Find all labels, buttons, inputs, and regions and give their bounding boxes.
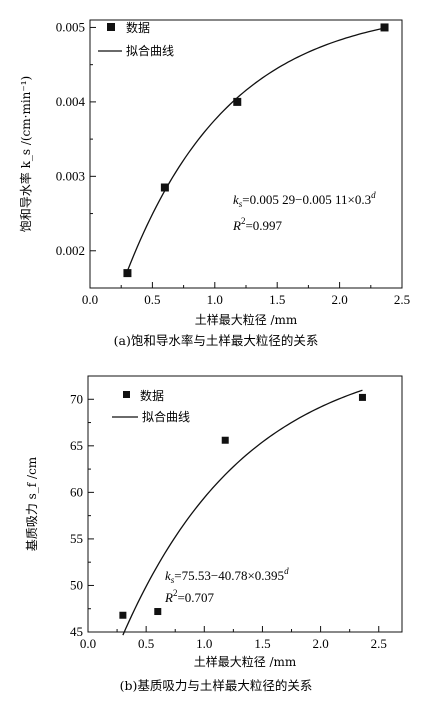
data-points-a <box>123 23 389 278</box>
chart-a: 0.0 0.5 1.0 1.5 2.0 2.5 0.0020.0030.0040.005 … <box>18 19 410 348</box>
y-tick-label: 45 <box>70 624 83 639</box>
y-tick-label: 0.004 <box>56 94 86 109</box>
caption-b: (b)基质吸力与土样最大粒径的关系 <box>120 678 313 693</box>
x-ticks-b: 0.0 0.5 1.0 1.5 2.0 2.5 <box>80 626 387 651</box>
x-tick-label: 2.5 <box>394 292 410 307</box>
y-tick-label: 55 <box>70 531 83 546</box>
x-axis-label-b: 土样最大粒径 /mm <box>194 654 297 669</box>
x-tick-label: 0.5 <box>138 636 154 651</box>
y-tick-label: 0.003 <box>56 168 85 183</box>
y-axis-label-a: 饱和导水率 k_s /(cm·min⁻¹) <box>18 76 33 232</box>
data-point <box>233 97 242 106</box>
data-points-b <box>119 393 366 619</box>
y-ticks-a: 0.002 0.003 0.004 0.005 <box>56 19 96 289</box>
plot-frame-b <box>87 375 403 633</box>
legend-marker-points-a <box>107 23 115 31</box>
equation-a: ks=0.005 29−0.005 11×0.3d <box>233 190 376 209</box>
y-tick-label: 0.005 <box>56 19 85 34</box>
x-tick-label: 2.5 <box>371 636 387 651</box>
fit-curve-b <box>122 389 363 636</box>
x-tick-label: 0.0 <box>82 292 98 307</box>
x-ticks-a: 0.0 0.5 1.0 1.5 2.0 2.5 <box>82 282 410 307</box>
fit-curve-a <box>126 27 385 272</box>
legend-label-fit-a: 拟合曲线 <box>126 43 174 58</box>
data-point <box>160 183 169 192</box>
r-squared-a: R2=0.997 <box>232 216 283 233</box>
y-tick-label: 50 <box>70 577 83 592</box>
data-point <box>119 611 127 619</box>
x-tick-label: 1.0 <box>196 636 212 651</box>
x-tick-label: 0.5 <box>144 292 160 307</box>
x-axis-label-a: 土样最大粒径 /mm <box>195 312 298 327</box>
caption-a: (a)饱和导水率与土样最大粒径的关系 <box>114 333 319 348</box>
data-point <box>221 436 229 444</box>
y-ticks-b: 45 50 55 60 65 70 <box>70 375 94 639</box>
x-tick-label: 2.0 <box>331 292 347 307</box>
legend-label-fit-b: 拟合曲线 <box>142 409 190 424</box>
r-squared-b: R2=0.707 <box>164 588 215 605</box>
x-tick-label: 0.0 <box>80 636 96 651</box>
y-tick-label: 60 <box>70 484 83 499</box>
y-tick-label: 70 <box>70 391 83 406</box>
y-axis-label-b: 基质吸力 s_f /cm <box>25 456 39 551</box>
y-tick-label: 65 <box>70 438 83 453</box>
legend-marker-points-b <box>123 391 130 398</box>
x-tick-label: 1.0 <box>207 292 223 307</box>
data-point <box>380 23 389 32</box>
legend-label-points-a: 数据 <box>126 20 150 35</box>
x-tick-label: 1.5 <box>269 292 285 307</box>
y-tick-label: 0.002 <box>56 243 85 258</box>
data-point <box>154 608 162 616</box>
data-point <box>358 393 366 401</box>
x-tick-label: 2.0 <box>312 636 328 651</box>
data-point <box>123 269 132 278</box>
legend-label-points-b: 数据 <box>140 388 164 403</box>
x-tick-label: 1.5 <box>254 636 270 651</box>
equation-b: ks=75.53−40.78×0.395d <box>165 566 289 585</box>
